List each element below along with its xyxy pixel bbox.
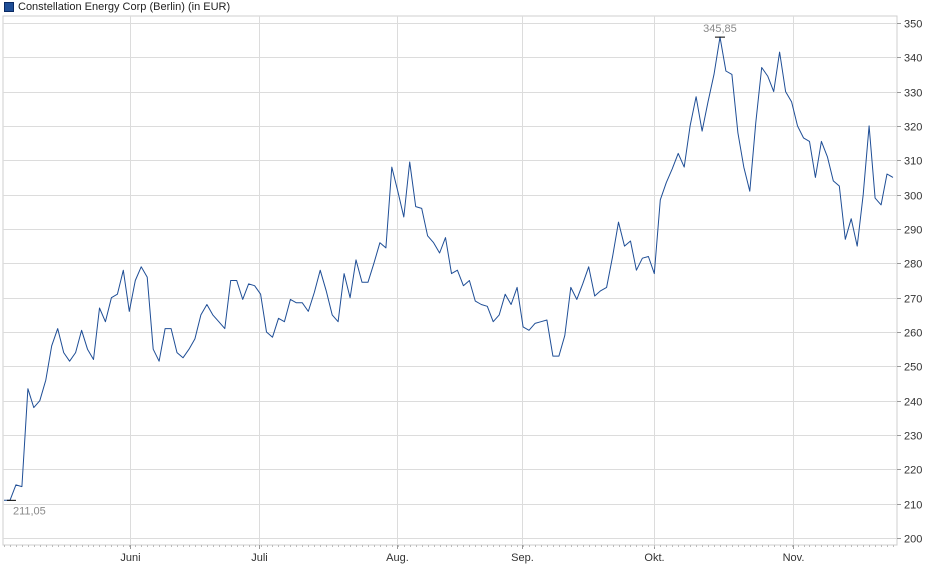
price-line (3, 36, 894, 501)
y-tick-label: 240 (904, 397, 922, 409)
y-tick-label: 330 (904, 88, 922, 100)
y-tick-label: 230 (904, 431, 922, 443)
max-label: 345,85 (703, 23, 737, 35)
y-tick-label: 350 (904, 19, 922, 31)
label-layer: 345,85 211,05 (6, 23, 737, 517)
x-month-label: Juni (120, 552, 140, 564)
series-layer (3, 36, 894, 501)
y-tick-label: 300 (904, 191, 922, 203)
grid-layer (2, 15, 898, 546)
legend-label: Constellation Energy Corp (Berlin) (in E… (18, 1, 231, 13)
y-tick-label: 280 (904, 259, 922, 271)
x-month-label: Nov. (783, 552, 805, 564)
y-tick-label: 220 (904, 465, 922, 477)
y-tick-label: 290 (904, 225, 922, 237)
axis-layer: 200 210 220 230 240 250 260 270 280 290 300 310 320 3… (4, 19, 922, 564)
min-label: 211,05 (13, 505, 46, 517)
plot-frame (2, 15, 898, 546)
legend: Constellation Energy Corp (Berlin) (in E… (4, 0, 230, 14)
y-tick-label: 270 (904, 294, 922, 306)
x-month-label: Juli (251, 552, 268, 564)
x-month-label: Aug. (386, 552, 409, 564)
y-tick-label: 250 (904, 362, 922, 374)
y-tick-label: 260 (904, 328, 922, 340)
y-tick-label: 210 (904, 500, 922, 512)
x-month-label: Okt. (644, 552, 664, 564)
y-tick-label: 200 (904, 534, 922, 546)
legend-swatch (4, 2, 14, 12)
y-tick-label: 320 (904, 122, 922, 134)
y-tick-label: 310 (904, 156, 922, 168)
x-month-label: Sep. (511, 552, 534, 564)
y-tick-label: 340 (904, 53, 922, 65)
